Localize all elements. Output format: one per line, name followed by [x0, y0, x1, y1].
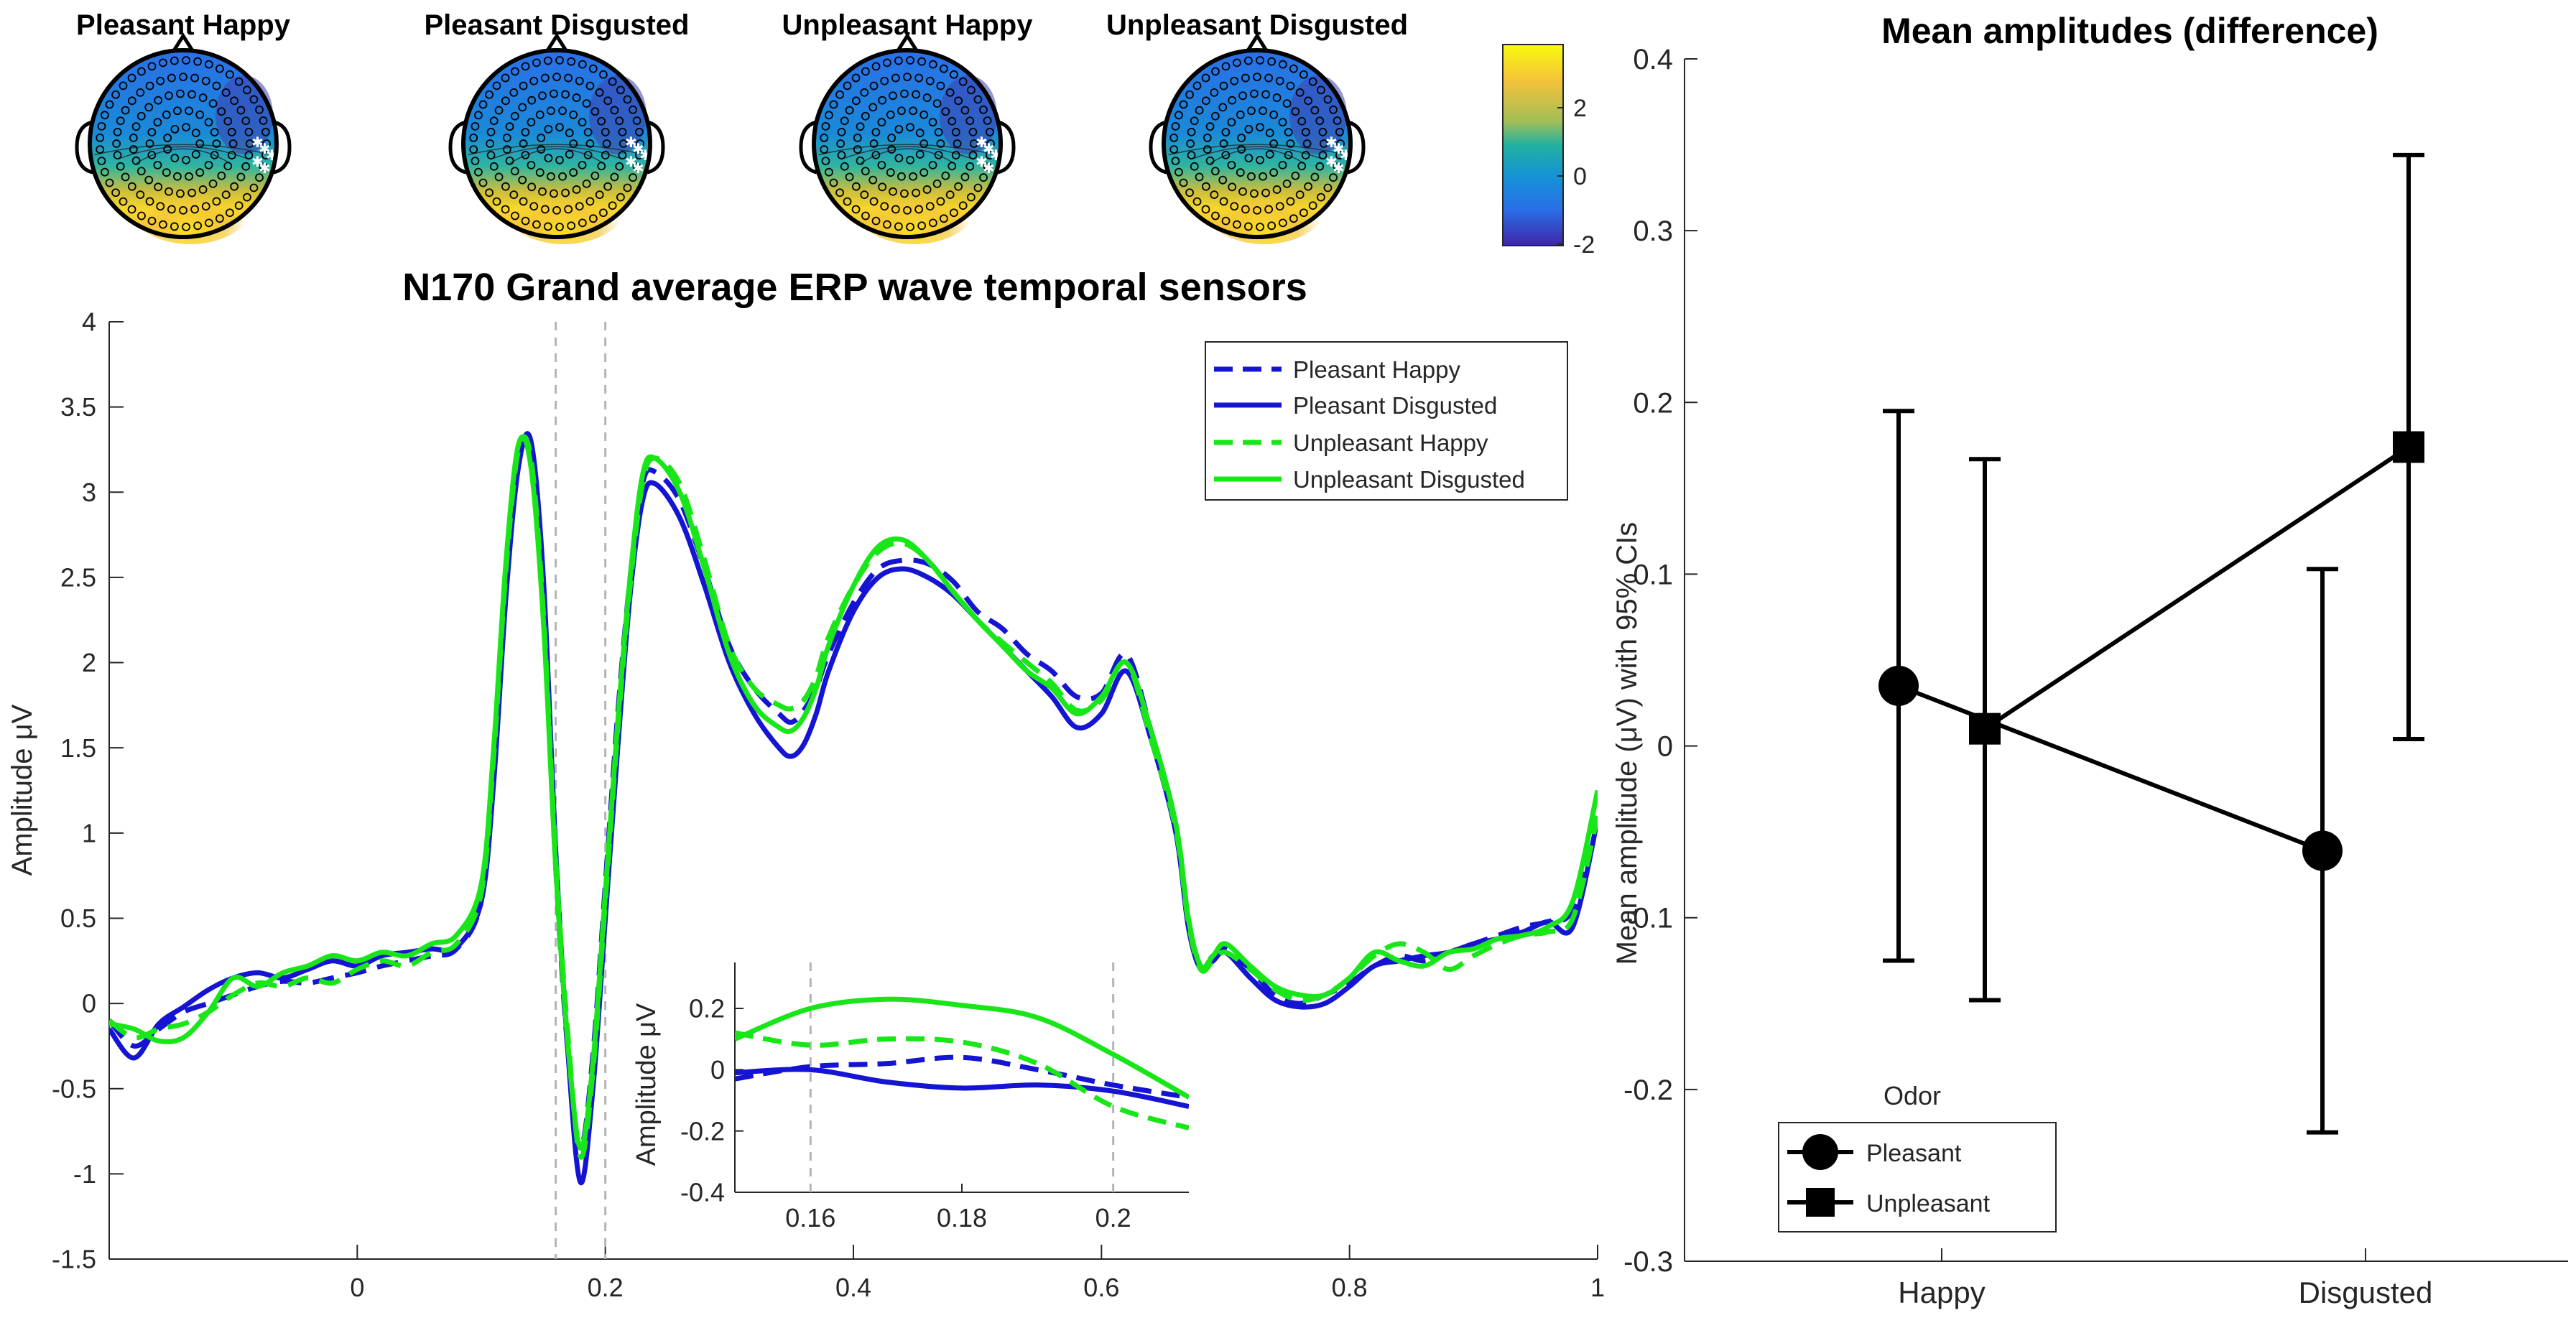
erp-ytick: 0 — [82, 989, 96, 1018]
means-ytick: -0.2 — [1623, 1074, 1673, 1106]
means-line-pleasant — [1897, 684, 2324, 853]
topoplot-2: ✱✱✱✱✱ — [448, 32, 665, 244]
means-ytick: 0.4 — [1633, 44, 1673, 75]
erp-xtick: 0.4 — [835, 1273, 871, 1302]
inset-xtick: 0.16 — [785, 1203, 835, 1233]
inset-ytick: -0.2 — [680, 1116, 725, 1146]
svg-text:✱: ✱ — [259, 140, 271, 157]
means-legend-marker-pleasant — [1802, 1134, 1838, 1170]
svg-text:✱: ✱ — [976, 134, 988, 151]
means-point-unpleasant — [2393, 431, 2424, 463]
erp-ylabel: Amplitude μV — [6, 704, 38, 876]
means-ytick: 0.1 — [1633, 559, 1673, 590]
inset-ylabel: Amplitude μV — [631, 1003, 662, 1166]
means-plot-area — [1878, 152, 2424, 1135]
erp-ytick: 4 — [82, 307, 96, 337]
erp-ytick: -0.5 — [52, 1074, 96, 1103]
means-line-unpleasant — [1983, 445, 2410, 731]
erp-series-pleasant-happy — [109, 438, 1598, 1151]
erp-ytick: -1.5 — [52, 1245, 96, 1274]
means-legend: Odor Pleasant Unpleasant — [1778, 1081, 2057, 1233]
means-xtick-disgusted: Disgusted — [2299, 1276, 2433, 1309]
svg-text:✱: ✱ — [1333, 140, 1345, 157]
colorbar: 2 0 -2 — [1502, 44, 1595, 259]
erp-xtick: 0 — [350, 1273, 364, 1302]
means-xtick-happy: Happy — [1898, 1276, 1985, 1309]
means-axes: 0.4 0.3 0.2 0.1 0 -0.1 -0.2 -0.3 Happy Disgusted — [1623, 44, 2568, 1309]
erp-title: N170 Grand average ERP wave temporal sen… — [402, 266, 1307, 309]
erp-series-unpleasant-disgusted — [109, 434, 1598, 1151]
erp-ytick: 2 — [82, 648, 96, 677]
svg-text:✱: ✱ — [983, 140, 995, 157]
inset-ytick: 0.2 — [689, 994, 725, 1023]
erp-xtick: 1 — [1590, 1273, 1605, 1302]
legend-label-unpleasant-disgusted: Unpleasant Disgusted — [1293, 466, 1525, 493]
svg-text:✱: ✱ — [632, 140, 644, 157]
erp-axes: 4 3.5 3 2.5 2 1.5 1 0.5 0 -0.5 -1 -1.5 0 0.2 0.4 0.6 0.8… — [52, 307, 1605, 1302]
svg-text:✱: ✱ — [251, 134, 264, 151]
svg-text:✱: ✱ — [1333, 159, 1345, 177]
means-ytick: 0.2 — [1633, 387, 1673, 419]
means-point-pleasant — [2302, 830, 2343, 871]
inset-series-pleasant-disgusted — [735, 1067, 1189, 1109]
means-point-unpleasant — [1969, 712, 2001, 745]
topoplot-1: ✱✱✱✱✱ — [75, 32, 292, 244]
inset-series-unpleasant-disgusted — [735, 996, 1189, 1100]
means-title: Mean amplitudes (difference) — [1881, 11, 2378, 51]
legend-label-pleasant-happy: Pleasant Happy — [1293, 356, 1460, 383]
means-legend-label-pleasant: Pleasant — [1866, 1140, 1962, 1167]
inset-xtick: 0.2 — [1095, 1203, 1131, 1233]
means-ytick: 0.3 — [1633, 215, 1673, 247]
legend-label-pleasant-disgusted: Pleasant Disgusted — [1293, 392, 1497, 419]
erp-ytick: 2.5 — [60, 563, 96, 593]
svg-text:✱: ✱ — [632, 159, 644, 177]
erp-xtick: 0.2 — [588, 1273, 624, 1302]
inset-plot-area — [735, 962, 1189, 1192]
erp-xtick: 0.8 — [1332, 1273, 1368, 1302]
erp-series-unpleasant-happy — [109, 434, 1598, 1160]
erp-legend: Pleasant Happy Pleasant Disgusted Unplea… — [1205, 341, 1568, 501]
colorbar-tick-mid: 0 — [1573, 163, 1587, 190]
svg-text:✱: ✱ — [251, 153, 264, 170]
svg-text:✱: ✱ — [976, 153, 988, 170]
inset-axes: 0.2 0 -0.2 -0.4 0.16 0.18 0.2 — [680, 962, 1189, 1233]
topoplot-group: ✱✱✱✱✱✱✱✱✱✱✱✱✱✱✱✱✱✱✱✱ — [75, 32, 1366, 244]
erp-ytick: 3.5 — [60, 392, 96, 422]
svg-text:✱: ✱ — [1325, 134, 1338, 151]
inset-ytick: 0 — [710, 1055, 725, 1085]
svg-text:✱: ✱ — [625, 153, 637, 170]
erp-xtick: 0.6 — [1083, 1273, 1119, 1302]
means-point-pleasant — [1878, 665, 1919, 706]
erp-ytick: 3 — [82, 478, 96, 507]
inset-series-pleasant-happy — [735, 1054, 1189, 1100]
means-legend-marker-unpleasant — [1806, 1188, 1835, 1217]
means-legend-title: Odor — [1884, 1081, 1941, 1110]
topoplot-3: ✱✱✱✱✱ — [799, 32, 1016, 244]
inset-background — [735, 962, 1189, 1192]
topoplot-4: ✱✱✱✱✱ — [1149, 32, 1366, 244]
svg-text:✱: ✱ — [259, 159, 271, 177]
means-ytick: 0 — [1657, 731, 1673, 763]
legend-label-unpleasant-happy: Unpleasant Happy — [1293, 430, 1488, 456]
means-ytick: -0.3 — [1623, 1246, 1673, 1278]
means-ylabel: Mean amplitude (μV) with 95% CIs — [1611, 522, 1643, 965]
svg-text:✱: ✱ — [625, 134, 637, 151]
colorbar-tick-high: 2 — [1573, 95, 1587, 122]
erp-ytick: 0.5 — [60, 904, 96, 933]
erp-ytick: 1 — [82, 818, 96, 848]
means-ytick: -0.1 — [1623, 903, 1673, 934]
erp-ytick: -1 — [73, 1159, 96, 1189]
svg-text:✱: ✱ — [983, 159, 995, 177]
colorbar-tick-low: -2 — [1573, 231, 1595, 259]
erp-ytick: 1.5 — [60, 733, 96, 763]
svg-text:✱: ✱ — [1325, 153, 1338, 170]
inset-xtick: 0.18 — [937, 1203, 987, 1233]
inset-ytick: -0.4 — [680, 1178, 725, 1207]
means-legend-label-unpleasant: Unpleasant — [1866, 1190, 1991, 1217]
erp-plot-area — [109, 322, 1598, 1259]
